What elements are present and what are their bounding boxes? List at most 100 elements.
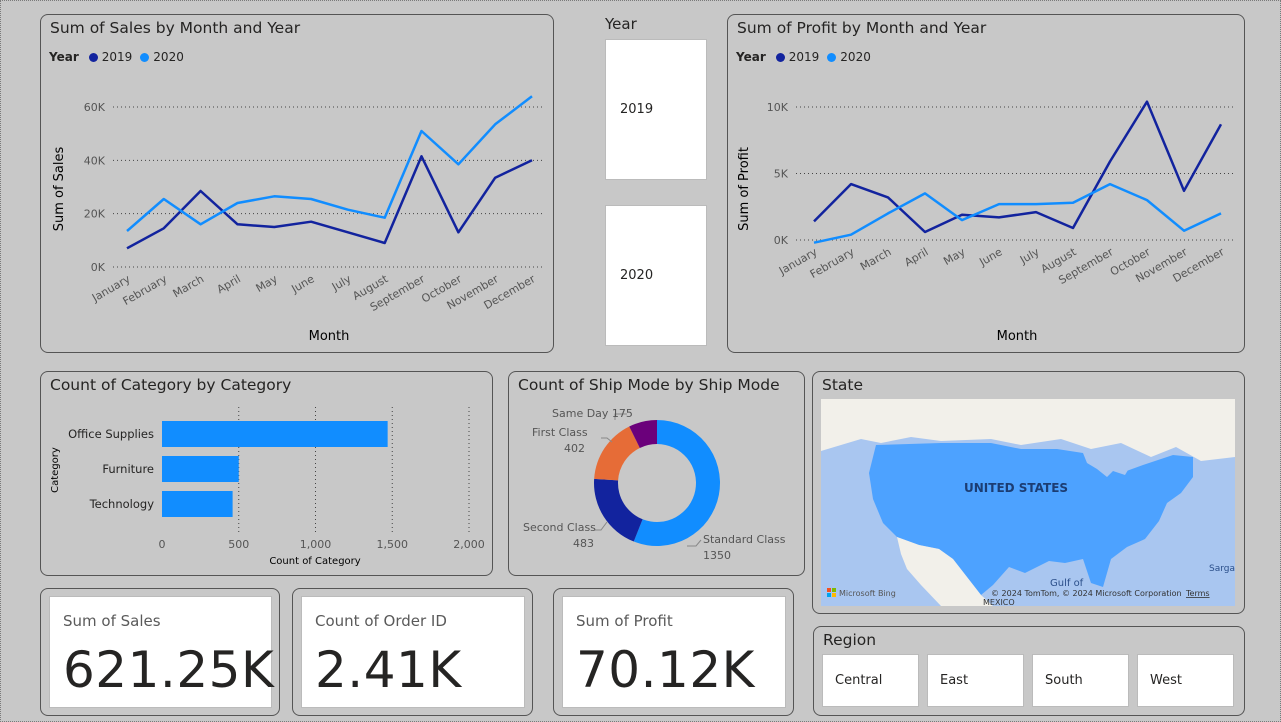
y-tick-label: 10K [767,101,789,114]
legend-2020-dot [140,52,150,62]
profit-ylabel: Sum of Profit [737,147,752,231]
legend-label: Year [49,50,79,64]
region-option-label: Central [835,673,883,688]
label-second-class-val: 483 [573,537,594,550]
usa-land [869,443,1193,595]
category-bar-chart[interactable]: Count of Category by Category 0 500 1,000 1… [40,371,493,576]
bar-furniture[interactable] [162,456,239,482]
bar-office-supplies[interactable] [162,421,388,447]
label-first-class: First Class [532,426,588,439]
region-option-label: South [1045,673,1083,688]
great-lakes [1083,451,1131,477]
sales-xlabel: Month [309,329,350,344]
series-line-2019[interactable] [813,100,1223,234]
map-sargas-label: Sargas [1209,564,1235,574]
legend-2020[interactable]: 2020 [153,50,184,64]
slice-same-day[interactable] [629,420,657,448]
x-tick-label: 0 [159,538,166,551]
series-line-2020[interactable] [813,182,1222,244]
slice-second-class[interactable] [594,478,643,542]
label-standard-class: Standard Class [703,533,786,546]
x-tick-label: July [1017,245,1042,267]
map-country-label: UNITED STATES [964,481,1068,495]
x-tick-label: May [254,272,281,295]
label-second-class: Second Class [523,521,596,534]
shipmode-chart-title: Count of Ship Mode by Ship Mode [518,376,780,394]
series-line-2020[interactable] [126,95,533,232]
y-tick-label: 5K [774,168,789,181]
bar-technology[interactable] [162,491,233,517]
region-option-central[interactable]: Central [822,654,919,707]
x-tick-label: 1,000 [300,538,332,551]
x-tick-label: March [171,272,207,300]
legend-2020[interactable]: 2020 [840,50,871,64]
legend-2019-dot [775,52,785,62]
region-option-south[interactable]: South [1032,654,1129,707]
region-slicer-title: Region [823,631,877,649]
legend-2019[interactable]: 2019 [101,50,133,64]
shipmode-chart-plot: Same Day 175 First Class 402 Second Clas… [523,407,786,562]
kpi-sales-label: Sum of Sales [63,612,161,630]
y-tick-label: 60K [84,101,106,114]
kpi-sales-value: 621.25K [63,641,275,699]
profit-line-chart[interactable]: Sum of Profit by Month and Year Year 201… [727,14,1245,353]
y-tick-label: 40K [84,154,106,167]
year-option-2019[interactable]: 2019 [605,39,707,180]
slice-standard-class[interactable] [633,420,720,546]
category-label: Technology [89,497,155,511]
sales-chart-title: Sum of Sales by Month and Year [50,19,301,37]
x-tick-label: April [215,272,243,296]
x-tick-label: April [902,245,930,269]
kpi-profit-panel: Sum of Profit 70.12K [562,596,786,708]
x-tick-label: March [858,245,894,273]
year-slicer: Year 2019 2020 [598,10,716,350]
kpi-card-sales[interactable]: Sum of Sales 621.25K [40,588,280,716]
year-option-2020[interactable]: 2020 [605,205,707,346]
x-tick-label: June [288,272,316,296]
y-tick-label: 20K [84,208,106,221]
x-tick-label: 500 [228,538,249,551]
region-slicer: Region Central East South West [813,626,1245,716]
region-option-west[interactable]: West [1137,654,1234,707]
legend-2019-dot [88,52,98,62]
x-tick-label: 2,000 [453,538,485,551]
year-slicer-title: Year [605,15,637,33]
bing-logo [827,588,836,597]
state-map[interactable]: State UNITED STATES Gulf of MEXICO Sarga… [812,371,1245,614]
category-chart-title: Count of Category by Category [50,376,292,394]
region-option-label: West [1150,673,1182,688]
shipmode-donut-chart[interactable]: Count of Ship Mode by Ship Mode Same Day… [508,371,805,576]
kpi-orders-label: Count of Order ID [315,612,447,630]
kpi-profit-value: 70.12K [576,641,755,699]
profit-xlabel: Month [997,329,1038,344]
kpi-orders-panel: Count of Order ID 2.41K [301,596,525,708]
category-label: Furniture [102,462,154,476]
sales-line-chart[interactable]: Sum of Sales by Month and Year Year 2019… [40,14,554,353]
series-line-2019[interactable] [126,155,533,250]
year-option-label: 2019 [620,102,654,117]
region-option-east[interactable]: East [927,654,1024,707]
kpi-orders-value: 2.41K [315,641,462,699]
map-gulf-label: Gulf of [1050,578,1084,589]
x-tick-label: May [941,245,968,268]
map-canvas[interactable]: UNITED STATES Gulf of MEXICO Sargas Micr… [821,399,1235,606]
kpi-profit-label: Sum of Profit [576,612,673,630]
kpi-card-profit[interactable]: Sum of Profit 70.12K [553,588,794,716]
profit-chart-legend: Year 2019 2020 [736,50,871,64]
legend-2019[interactable]: 2019 [788,50,820,64]
slice-first-class[interactable] [594,426,640,481]
region-option-label: East [940,673,969,688]
map-mexico-label: MEXICO [983,598,1015,606]
kpi-sales-panel: Sum of Sales 621.25K [49,596,275,708]
profit-chart-title: Sum of Profit by Month and Year [737,19,987,37]
y-tick-label: 0K [91,261,106,274]
kpi-card-orders[interactable]: Count of Order ID 2.41K [292,588,533,716]
category-xlabel: Count of Category [269,556,360,567]
map-terms-link[interactable]: Terms [1185,589,1210,598]
year-option-label: 2020 [620,268,654,283]
x-tick-label: 1,500 [377,538,409,551]
label-same-day: Same Day 175 [552,407,633,420]
map-bing-label: Microsoft Bing [839,589,896,598]
